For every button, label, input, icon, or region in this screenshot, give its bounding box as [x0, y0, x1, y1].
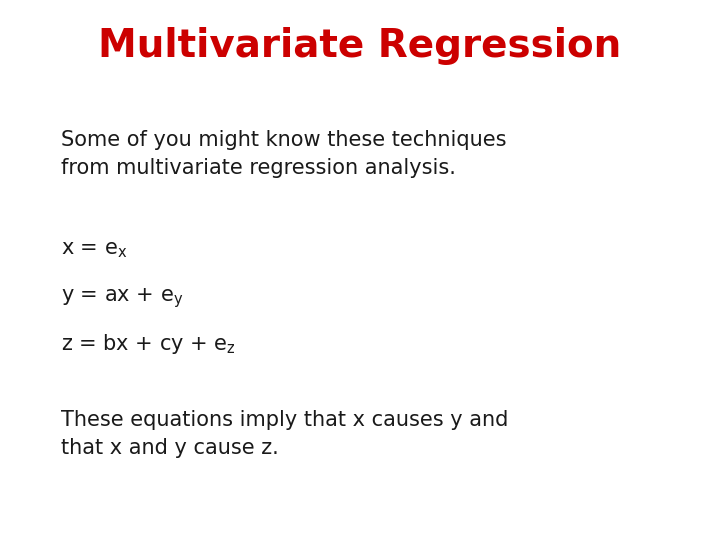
Text: Some of you might know these techniques
from multivariate regression analysis.: Some of you might know these techniques … — [61, 130, 507, 178]
Text: x = e$_\mathregular{x}$: x = e$_\mathregular{x}$ — [61, 240, 127, 260]
Text: y = ax + e$_\mathregular{y}$: y = ax + e$_\mathregular{y}$ — [61, 286, 184, 310]
Text: Multivariate Regression: Multivariate Regression — [99, 27, 621, 65]
Text: These equations imply that x causes y and
that x and y cause z.: These equations imply that x causes y an… — [61, 410, 508, 458]
Text: z = bx + cy + e$_\mathregular{z}$: z = bx + cy + e$_\mathregular{z}$ — [61, 332, 236, 356]
